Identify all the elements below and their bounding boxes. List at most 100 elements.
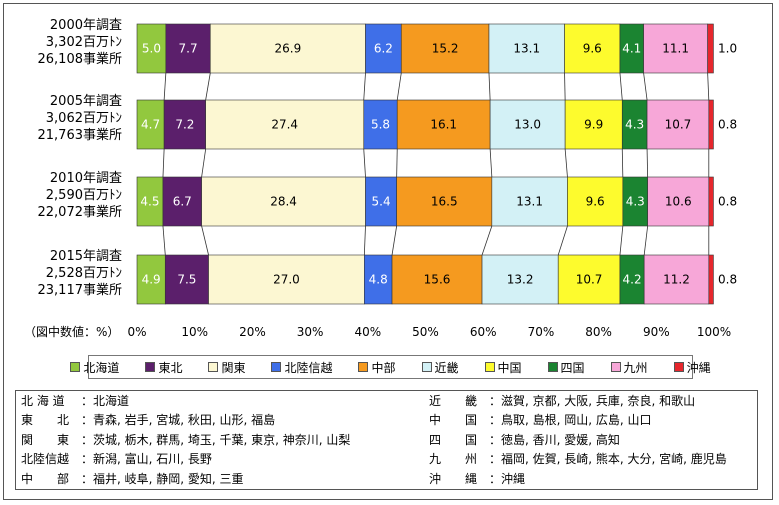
region-prefectures: ：北海道 xyxy=(81,394,130,408)
x-tick-label: 80% xyxy=(585,325,612,339)
legend-label: 関東 xyxy=(221,360,246,375)
region-prefectures: ：茨城, 栃木, 群馬, 埼玉, 千葉, 東京, 神奈川, 山梨 xyxy=(81,432,351,447)
x-tick-label: 0% xyxy=(127,325,146,339)
data-label-3-0: 4.9 xyxy=(142,273,161,287)
bar-segment-1-2 xyxy=(205,99,365,150)
data-label-2-9: 0.8 xyxy=(718,195,737,209)
connector-line xyxy=(488,72,491,101)
region-name: 関 東 xyxy=(21,432,70,447)
region-name: 四 国 xyxy=(429,432,478,447)
data-label-3-6: 10.7 xyxy=(576,273,603,287)
bar-segment-2-5 xyxy=(491,176,568,227)
region-row: 東 北 ：青森, 岩手, 宮城, 秋田, 山形, 福島 中 国 ：鳥取, 島根, 岡山… xyxy=(16,411,757,430)
x-tick-label: 60% xyxy=(470,325,497,339)
bar-segment-1-3 xyxy=(363,99,398,150)
bar-segment-3-6 xyxy=(557,254,621,305)
connector-line xyxy=(619,225,624,256)
connector-line xyxy=(646,148,649,178)
x-tick-label: 10% xyxy=(181,325,208,339)
legend-label: 東北 xyxy=(158,360,183,375)
legend-label: 中国 xyxy=(497,360,522,375)
legend-item: 関東 xyxy=(208,359,245,376)
row-label-0-0: 2000年調査 xyxy=(50,18,122,33)
region-name: 東 北 xyxy=(21,413,70,428)
data-label-1-1: 7.2 xyxy=(175,118,194,132)
data-label-0-0: 5.0 xyxy=(142,42,161,56)
bar-segment-2-2 xyxy=(201,176,366,227)
connector-line xyxy=(205,72,211,101)
legend-swatch xyxy=(547,362,558,372)
data-label-0-5: 13.1 xyxy=(513,42,540,56)
region-entry: 中 国 ：鳥取, 島根, 岡山, 広島, 山口 xyxy=(429,411,652,430)
legend-swatch xyxy=(358,362,369,372)
x-tick-label: 90% xyxy=(643,325,670,339)
legend-item: 近畿 xyxy=(421,359,459,376)
x-axis: （図中数値：%） 0% 10% 20% 30% 40% 50% 60% 70% 80% 90% 10… xyxy=(24,324,731,339)
connector-line xyxy=(643,72,648,101)
legend-label: 四国 xyxy=(560,360,585,375)
legend-swatch xyxy=(673,362,684,372)
connector-line xyxy=(162,225,166,256)
bar-segment-2-8 xyxy=(647,176,710,227)
data-label-1-5: 13.0 xyxy=(514,118,541,132)
data-label-2-2: 28.4 xyxy=(270,195,297,209)
data-label-3-8: 11.2 xyxy=(663,273,690,287)
data-label-1-8: 10.7 xyxy=(665,118,692,132)
connector-line xyxy=(564,72,566,101)
legend-swatch xyxy=(421,362,432,372)
bar-segment-0-0 xyxy=(136,23,167,74)
connector-line xyxy=(481,225,493,256)
data-label-0-4: 15.2 xyxy=(432,42,459,56)
legend-item: 中部 xyxy=(358,359,396,376)
legend-swatch xyxy=(484,362,495,372)
region-prefectures: ：徳島, 香川, 愛媛, 高知 xyxy=(489,432,620,447)
connector-line xyxy=(619,72,623,101)
region-row: 中 部 ：福井, 岐阜, 静岡, 愛知, 三重 沖 縄 ：沖縄 xyxy=(16,470,757,489)
connector-line xyxy=(162,148,165,178)
legend-swatch xyxy=(208,362,219,372)
data-label-1-9: 0.8 xyxy=(718,118,737,132)
legend-label: 北陸信越 xyxy=(284,360,333,375)
legend: 北海道 東北 関東 北陸信越 中部 近畿 中国 四国 九州 沖縄 xyxy=(70,355,711,379)
legend-label: 近畿 xyxy=(434,360,459,375)
bar-segment-0-9 xyxy=(707,23,714,74)
bar-segment-2-6 xyxy=(567,176,624,227)
row-label-2-2: 22,072事業所 xyxy=(38,204,123,220)
data-label-2-4: 16.5 xyxy=(431,195,458,209)
region-entry: 九 州 ：福岡, 佐賀, 長崎, 熊本, 大分, 宮崎, 鹿児島 xyxy=(429,450,727,469)
legend-label: 沖縄 xyxy=(686,360,711,375)
connector-line xyxy=(363,225,366,256)
data-label-2-8: 10.6 xyxy=(665,195,692,209)
row-label-2-1: 2,590百万ﾄﾝ xyxy=(46,188,122,203)
bar-segment-0-2 xyxy=(209,23,366,74)
legend-item: 北海道 xyxy=(70,359,119,376)
region-row: 北陸信越 ：新潟, 富山, 石川, 長野 九 州 ：福岡, 佐賀, 長崎, 熊本, 大… xyxy=(16,450,757,469)
legend-swatch xyxy=(271,362,282,372)
bar-segment-3-2 xyxy=(208,254,365,305)
bar-segment-1-9 xyxy=(708,99,714,150)
region-name: 北陸信越 xyxy=(21,452,70,467)
data-label-3-5: 13.2 xyxy=(507,273,534,287)
bar-segment-0-5 xyxy=(488,23,565,74)
x-tick-label: 20% xyxy=(239,325,266,339)
row-label-0-2: 26,108事業所 xyxy=(38,51,123,67)
data-label-1-2: 27.4 xyxy=(271,118,298,132)
connector-line xyxy=(564,148,568,178)
bar-segment-3-9 xyxy=(708,254,714,305)
connector-line xyxy=(391,225,398,256)
connector-line xyxy=(363,72,366,101)
legend-swatch xyxy=(145,362,156,372)
bar-segment-0-6 xyxy=(564,23,621,74)
region-name: 沖 縄 xyxy=(429,471,478,486)
region-name: 中 国 xyxy=(429,413,478,428)
connector-line xyxy=(396,148,398,178)
bar-segment-3-8 xyxy=(643,254,710,305)
data-label-2-0: 4.5 xyxy=(140,195,159,209)
connector-line xyxy=(707,72,710,101)
legend-label: 北海道 xyxy=(83,360,120,375)
data-label-0-8: 11.1 xyxy=(662,42,689,56)
region-prefectures: ：新潟, 富山, 石川, 長野 xyxy=(81,452,212,467)
region-prefectures: ：沖縄 xyxy=(489,471,526,486)
